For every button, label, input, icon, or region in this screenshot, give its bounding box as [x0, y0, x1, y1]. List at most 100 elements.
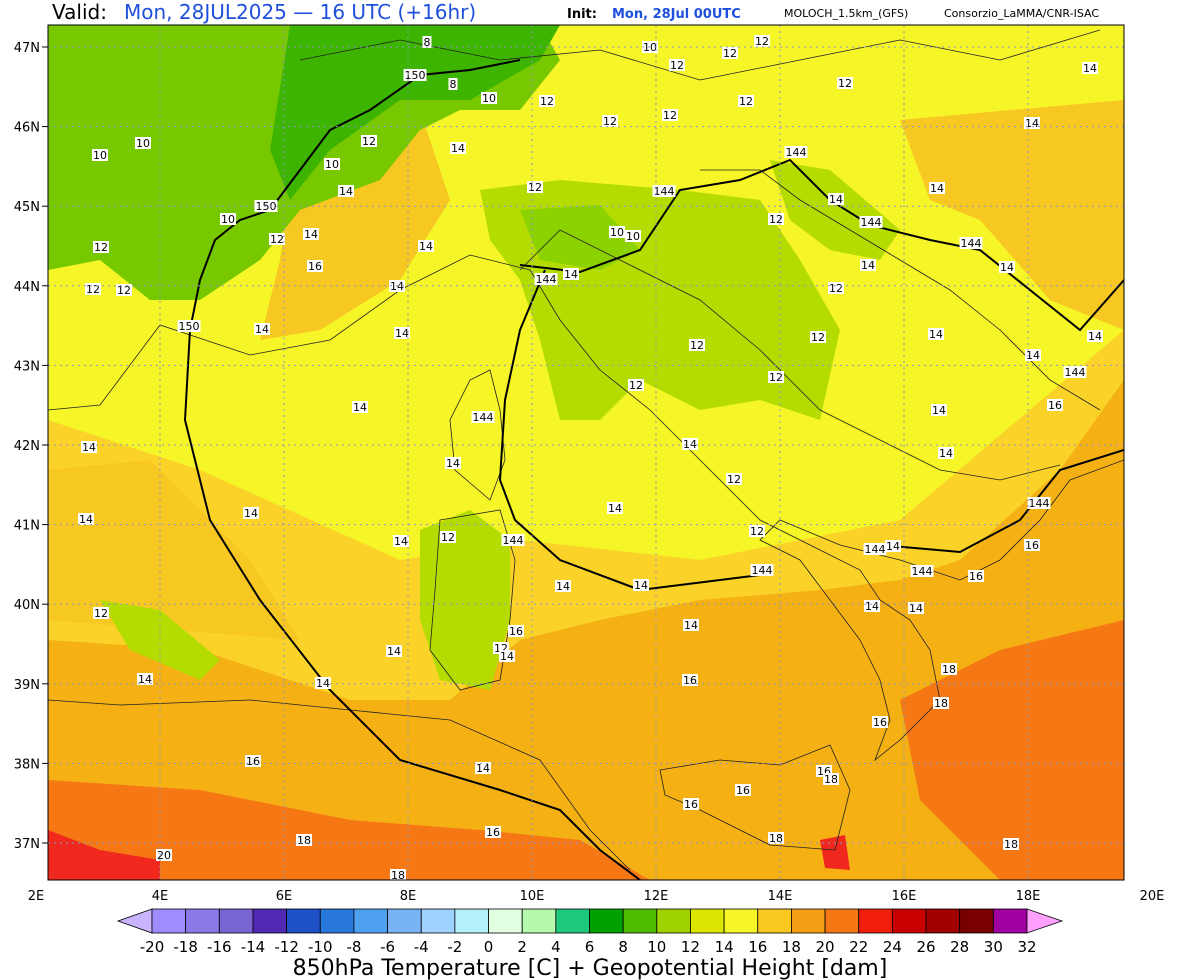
contour-label: 14 [1083, 62, 1097, 75]
contour-label: 18 [934, 697, 948, 710]
contour-label-box [633, 579, 649, 591]
contour-label-box [499, 650, 515, 662]
contour-label-box [135, 137, 151, 149]
contour-label-box [828, 282, 844, 294]
contour-label: 16 [684, 798, 698, 811]
contour-label-box [938, 447, 954, 459]
contour-label-box [607, 502, 623, 514]
contour-label-box [361, 135, 377, 147]
contour-label-box [837, 77, 853, 89]
contour-label: 150 [179, 320, 200, 333]
contour-label-box [450, 142, 466, 154]
contour-label-box [768, 213, 784, 225]
contour-label: 12 [739, 95, 753, 108]
contour-label-box [933, 697, 949, 709]
contour-label-box [352, 401, 368, 413]
contour-label: 16 [736, 784, 750, 797]
colorbar-swatch [252, 908, 288, 934]
contour-label-box [116, 284, 132, 296]
contour-label: 10 [136, 137, 150, 150]
contour-label-box [885, 540, 901, 552]
contour-label: 12 [94, 607, 108, 620]
contour-label: 16 [1048, 399, 1062, 412]
colorbar-swatch [858, 908, 893, 934]
contour-label: 14 [79, 513, 93, 526]
contour-label: 10 [325, 158, 339, 171]
colorbar-swatch [286, 908, 321, 934]
contour-label-box [481, 92, 497, 104]
contour-label: 14 [390, 280, 404, 293]
contour-label-box [418, 240, 434, 252]
colorbar-swatch [589, 908, 624, 934]
contour-label: 12 [86, 283, 100, 296]
contour-label-box [735, 784, 751, 796]
contour-label: 16 [873, 716, 887, 729]
colorbar-swatch [925, 908, 961, 934]
contour-label: 8 [424, 36, 431, 49]
colorbar-swatch [521, 908, 557, 934]
contour-label: 12 [755, 35, 769, 48]
contour-label: 14 [909, 602, 923, 615]
contour-label-box [563, 268, 579, 280]
contour-label-box [828, 193, 844, 205]
contour-label-box [527, 181, 543, 193]
lat-label: 47N [14, 41, 40, 56]
contour-label-box [220, 213, 236, 225]
contour-label: 14 [634, 579, 648, 592]
colorbar-tick-label: 22 [849, 938, 868, 956]
contour-label-box [137, 673, 153, 685]
colorbar-swatch [824, 908, 860, 934]
colorbar-tick-label: -2 [447, 938, 462, 956]
contour-label: 14 [244, 507, 258, 520]
contour-label-box [749, 525, 765, 537]
contour-label: 14 [564, 268, 578, 281]
colorbar-tick-label: -18 [173, 938, 198, 956]
contour-label: 14 [255, 323, 269, 336]
contour-label: 12 [690, 339, 704, 352]
contour-label-box [93, 241, 109, 253]
colorbar-swatch [791, 908, 826, 934]
contour-label: 16 [246, 755, 260, 768]
contour-label-box [534, 273, 558, 285]
contour-label: 18 [391, 869, 405, 882]
colorbar-tick-label: -6 [380, 938, 395, 956]
contour-label: 14 [446, 457, 460, 470]
contour-label: 14 [419, 240, 433, 253]
contour-label: 144 [503, 534, 524, 547]
contour-label-box [303, 228, 319, 240]
contour-label-box [784, 146, 808, 158]
contour-label: 12 [838, 77, 852, 90]
contour-label-box [555, 580, 571, 592]
contour-label-box [908, 602, 924, 614]
contour-label: 14 [1000, 261, 1014, 274]
colorbar-swatch [992, 908, 1028, 934]
contour-label: 144 [1029, 497, 1050, 510]
graticule [48, 25, 1124, 880]
contour-label-box [390, 869, 406, 880]
contour-label: 18 [942, 663, 956, 676]
contour-label-box [394, 327, 410, 339]
colorbar-swatch [387, 908, 422, 934]
lat-label: 39N [14, 678, 40, 693]
colorbar-tick-label: -8 [346, 938, 361, 956]
lon-label: 10E [520, 889, 545, 904]
contour-label: 12 [117, 284, 131, 297]
contour-label: 12 [94, 241, 108, 254]
contour-label-box [754, 35, 770, 47]
contour-label-box [440, 531, 456, 543]
contour-label-box [652, 185, 676, 197]
contour-label: 14 [82, 441, 96, 454]
contour-label-box [860, 259, 876, 271]
contour-label: 16 [509, 625, 523, 638]
contour-label: 12 [629, 379, 643, 392]
colorbar-swatch [757, 908, 792, 934]
colorbar-tick-label: 18 [782, 938, 801, 956]
contour-label-box [177, 320, 201, 332]
colorbar-swatch [622, 908, 658, 934]
contour-label: 144 [865, 543, 886, 556]
contour-label-box [959, 237, 983, 249]
contour-label: 16 [1025, 539, 1039, 552]
lon-label: 2E [28, 889, 45, 904]
